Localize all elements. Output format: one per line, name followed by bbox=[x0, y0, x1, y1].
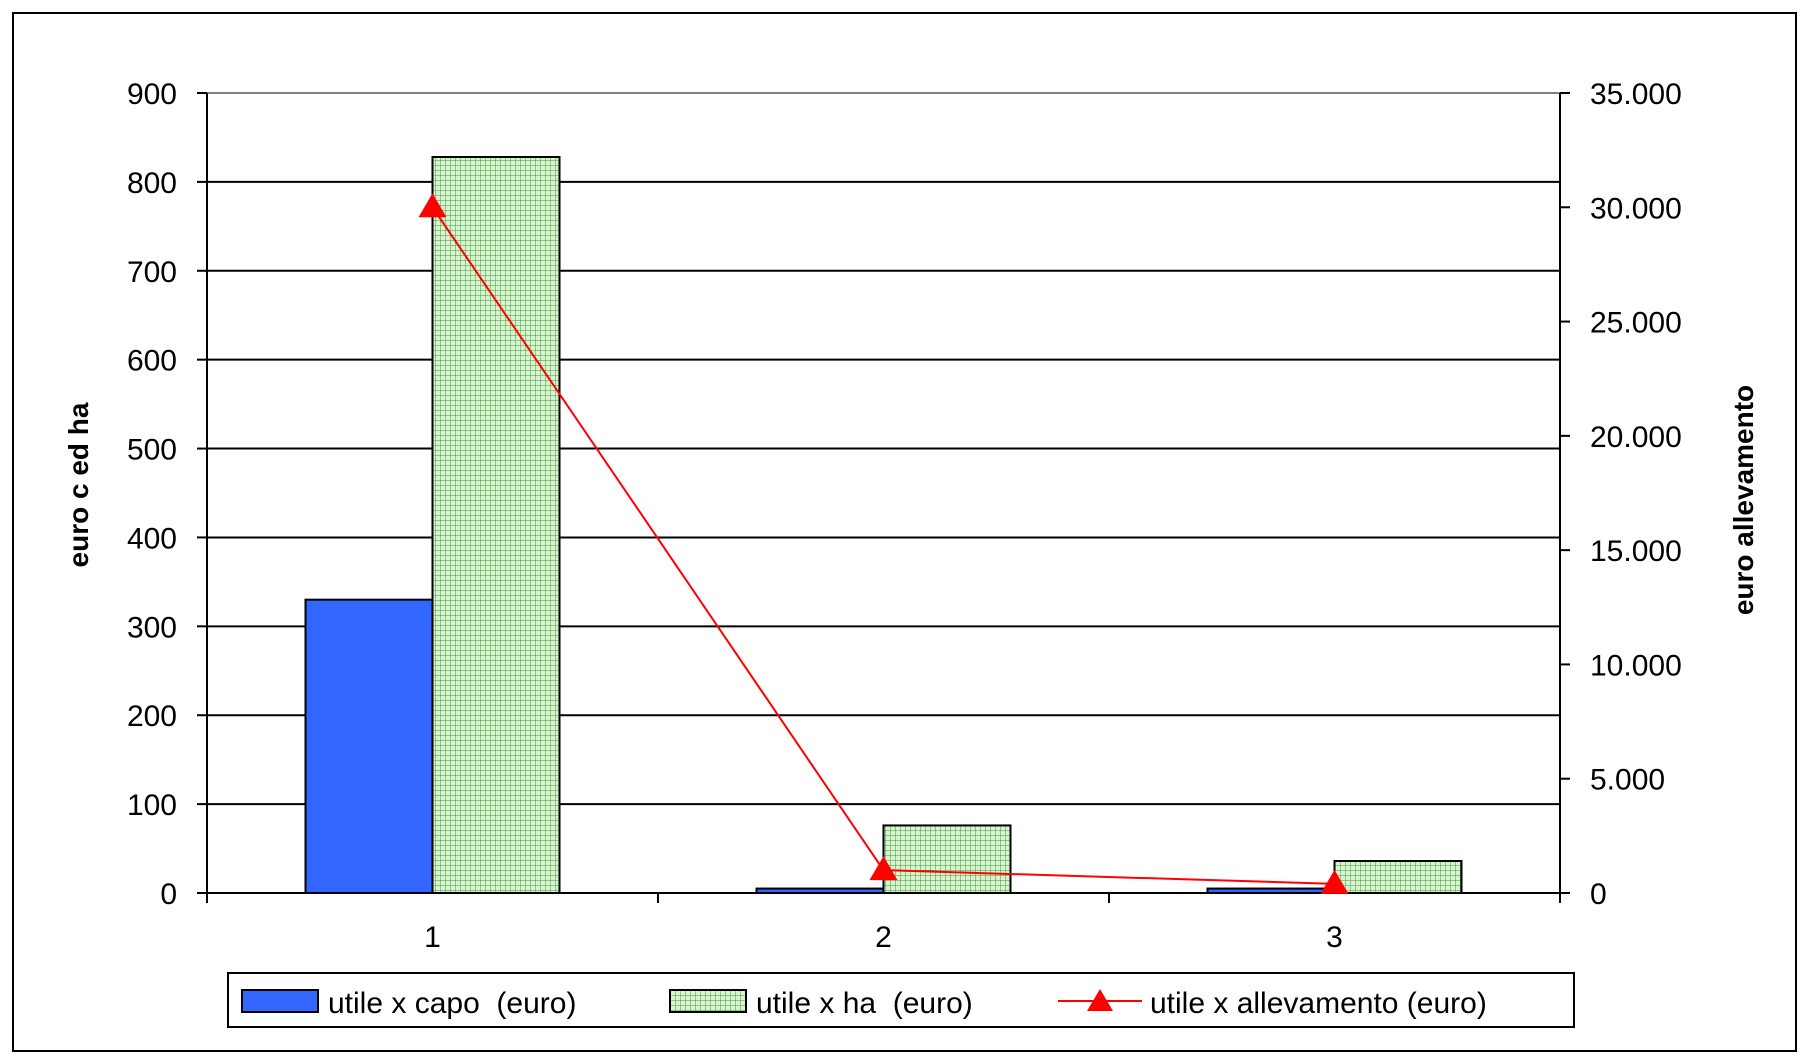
y-tick-label: 600 bbox=[127, 345, 177, 378]
y-tick-label: 100 bbox=[127, 789, 177, 822]
x-tick-label: 3 bbox=[1326, 921, 1343, 954]
y-axis-title: euro c ed ha bbox=[63, 402, 94, 567]
y-tick-label: 800 bbox=[127, 167, 177, 200]
y2-tick-label: 30.000 bbox=[1590, 192, 1682, 225]
y-tick-label: 300 bbox=[127, 611, 177, 644]
legend-swatch-capo bbox=[241, 989, 319, 1013]
legend-label-capo: utile x capo (euro) bbox=[328, 987, 576, 1020]
x-tick-label: 2 bbox=[875, 921, 892, 954]
y2-axis-title: euro allevamento bbox=[1728, 385, 1759, 615]
legend-swatch-ha bbox=[669, 989, 747, 1013]
right-tick-labels: 0 5.000 10.000 15.000 20.000 25.000 30.000 35.0… bbox=[1590, 78, 1682, 911]
legend-box bbox=[227, 972, 1575, 1028]
bar-ha bbox=[882, 824, 1012, 895]
bar-ha bbox=[431, 156, 561, 894]
y-tick-label: 700 bbox=[127, 256, 177, 289]
y2-tick-label: 20.000 bbox=[1590, 421, 1682, 454]
y-tick-label: 400 bbox=[127, 522, 177, 555]
legend: utile x capo (euro) utile x ha (euro) ut… bbox=[227, 972, 1575, 1028]
legend-swatch-allevamento-marker bbox=[1087, 989, 1113, 1011]
y2-tick-label: 10.000 bbox=[1590, 649, 1682, 682]
marker-allevamento bbox=[869, 856, 898, 881]
bars bbox=[304, 156, 1463, 895]
y2-tick-label: 0 bbox=[1590, 878, 1607, 911]
x-tick-labels: 1 2 3 bbox=[424, 921, 1343, 954]
y-tick-label: 900 bbox=[127, 78, 177, 111]
y2-tick-label: 5.000 bbox=[1590, 764, 1665, 797]
y2-tick-label: 35.000 bbox=[1590, 78, 1682, 111]
line-series bbox=[418, 193, 1349, 894]
legend-label-allevamento: utile x allevamento (euro) bbox=[1150, 987, 1487, 1020]
marker-allevamento bbox=[1320, 869, 1349, 894]
y2-tick-label: 15.000 bbox=[1590, 535, 1682, 568]
left-tick-labels: 0 100 200 300 400 500 600 700 800 900 bbox=[127, 78, 177, 911]
y-tick-label: 0 bbox=[160, 878, 177, 911]
y-tick-label: 500 bbox=[127, 434, 177, 467]
legend-label-ha: utile x ha (euro) bbox=[756, 987, 973, 1020]
x-tick-label: 1 bbox=[424, 921, 441, 954]
bar-ha bbox=[1333, 860, 1463, 894]
bar-capo bbox=[304, 598, 434, 895]
line-allevamento bbox=[431, 206, 1335, 885]
y2-tick-label: 25.000 bbox=[1590, 307, 1682, 340]
y-tick-label: 200 bbox=[127, 700, 177, 733]
marker-allevamento bbox=[418, 193, 447, 218]
